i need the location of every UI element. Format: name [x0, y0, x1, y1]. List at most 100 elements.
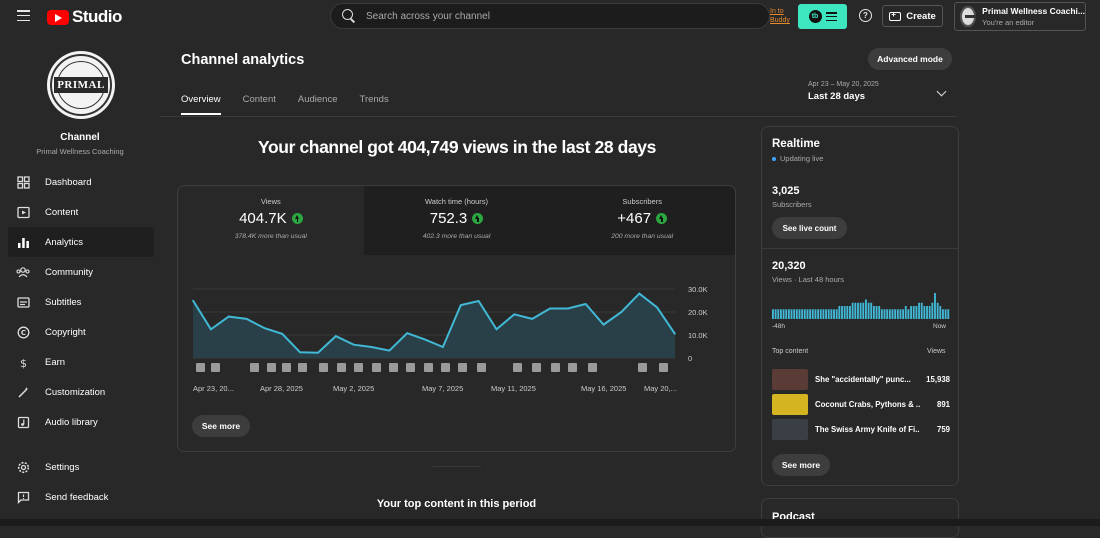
- metric-subscribers[interactable]: Subscribers +467 200 more than usual: [549, 186, 736, 255]
- help-icon[interactable]: ?: [859, 9, 872, 22]
- realtime-bar: [880, 309, 883, 319]
- realtime-bar: [878, 306, 881, 319]
- analytics-icon: [16, 235, 30, 249]
- create-icon: [889, 10, 902, 21]
- chart-point: [620, 311, 623, 313]
- realtime-see-more-button[interactable]: See more: [772, 454, 830, 476]
- channel-name: Primal Wellness Coaching: [36, 147, 124, 156]
- x-tick-label: May 7, 2025: [422, 384, 463, 393]
- sidebar-item-customization[interactable]: Customization: [8, 377, 154, 407]
- chart-point: [442, 346, 444, 348]
- realtime-bar-chart[interactable]: [772, 287, 950, 319]
- chart-point: [388, 349, 391, 352]
- publish-marker: [659, 363, 668, 372]
- tubebuddy-line-2: Buddy: [770, 17, 790, 24]
- realtime-bar: [942, 309, 944, 319]
- chart-point: [477, 300, 480, 302]
- see-more-button[interactable]: See more: [192, 415, 250, 437]
- publish-marker: [282, 363, 291, 372]
- menu-icon[interactable]: [17, 10, 30, 21]
- views-chart[interactable]: 30.0K 20.0K 10.0K 0 Apr 23, 20... Apr 28, 202…: [178, 278, 735, 403]
- subtitles-icon: [16, 295, 30, 309]
- publish-marker: [337, 363, 346, 372]
- studio-logo[interactable]: Studio: [47, 7, 122, 27]
- top-content-label: Top content: [772, 348, 809, 355]
- sidebar-item-settings[interactable]: Settings: [8, 452, 154, 482]
- realtime-bar: [833, 309, 835, 319]
- tubebuddy-button[interactable]: tb: [798, 4, 847, 29]
- realtime-bar: [825, 309, 827, 319]
- top-content-list: She "accidentally" punc... 15,938 Coconu…: [772, 369, 950, 444]
- account-switcher[interactable]: Primal Wellness Coachi... You're an edit…: [954, 2, 1086, 31]
- tubebuddy-link[interactable]: In to Buddy: [770, 7, 790, 25]
- realtime-bar: [777, 309, 780, 319]
- sidebar-item-label: Content: [45, 206, 79, 218]
- see-live-count-button[interactable]: See live count: [772, 217, 847, 239]
- search-icon[interactable]: [342, 9, 356, 23]
- sidebar-item-dashboard[interactable]: Dashboard: [8, 167, 154, 197]
- sidebar-item-earn[interactable]: $ Earn: [8, 347, 154, 377]
- metric-label: Views: [260, 197, 281, 206]
- channel-avatar[interactable]: PRIMAL: [47, 51, 115, 119]
- publish-marker: [458, 363, 467, 372]
- chevron-down-icon[interactable]: [936, 86, 947, 97]
- realtime-bar: [904, 306, 907, 319]
- search-bar[interactable]: [330, 3, 770, 29]
- chart-point: [210, 328, 212, 331]
- y-tick-label: 0: [688, 354, 692, 363]
- tabs-divider: [160, 116, 957, 117]
- metric-comparison: 200 more than usual: [611, 233, 674, 240]
- x-tick-label: May 20,...: [644, 384, 677, 393]
- os-taskbar: [0, 519, 1100, 526]
- publish-marker: [532, 363, 541, 372]
- chart-point: [531, 318, 533, 320]
- list-item[interactable]: She "accidentally" punc... 15,938: [772, 369, 950, 390]
- realtime-subscribers-label: Subscribers: [772, 200, 812, 209]
- sidebar-item-send-feedback[interactable]: Send feedback: [8, 482, 154, 512]
- top-bar: Studio In to Buddy tb ? Create Primal We…: [0, 0, 1100, 33]
- list-item[interactable]: Coconut Crabs, Pythons & ... 891: [772, 394, 950, 415]
- metric-views[interactable]: Views 404.7K 378.4K more than usual: [178, 186, 364, 255]
- sidebar: PRIMAL Channel Primal Wellness Coaching …: [0, 33, 160, 526]
- metric-watch-time[interactable]: Watch time (hours) 752.3 402.3 more than…: [363, 186, 550, 255]
- list-item[interactable]: The Swiss Army Knife of Fi... 759: [772, 419, 950, 440]
- sidebar-item-analytics[interactable]: Analytics: [8, 227, 154, 257]
- sidebar-item-copyright[interactable]: C Copyright: [8, 317, 154, 347]
- realtime-bar: [795, 309, 798, 319]
- realtime-bar: [772, 309, 774, 319]
- tab-content[interactable]: Content: [242, 94, 276, 105]
- realtime-bar: [915, 306, 918, 319]
- realtime-bar: [798, 309, 801, 319]
- realtime-bar: [787, 309, 790, 319]
- realtime-bar: [827, 309, 830, 319]
- overview-card: Views 404.7K 378.4K more than usual Watc…: [177, 185, 736, 452]
- tab-overview[interactable]: Overview: [181, 94, 221, 115]
- publish-marker: [513, 363, 522, 372]
- realtime-bar: [835, 309, 838, 319]
- realtime-bar: [870, 302, 873, 319]
- realtime-bar: [806, 309, 809, 319]
- sidebar-item-subtitles[interactable]: Subtitles: [8, 287, 154, 317]
- sidebar-item-label: Subtitles: [45, 296, 82, 308]
- customization-icon: [16, 385, 30, 399]
- chart-line-views: [192, 292, 676, 354]
- date-range-picker[interactable]: Apr 23 – May 20, 2025 Last 28 days: [808, 81, 879, 102]
- search-input[interactable]: [366, 10, 746, 22]
- realtime-bar: [859, 302, 862, 319]
- realtime-divider: [762, 248, 958, 249]
- advanced-mode-button[interactable]: Advanced mode: [868, 48, 952, 70]
- realtime-bar: [902, 309, 905, 319]
- tab-audience[interactable]: Audience: [297, 94, 338, 105]
- sidebar-item-audio-library[interactable]: Audio library: [8, 407, 154, 437]
- publish-marker: [372, 363, 381, 372]
- realtime-bar: [838, 306, 841, 319]
- tab-trends[interactable]: Trends: [359, 94, 389, 105]
- realtime-card: Realtime Updating live 3,025 Subscribers…: [761, 126, 959, 486]
- metric-comparison: 378.4K more than usual: [234, 233, 307, 240]
- chart-point: [406, 332, 409, 334]
- create-button[interactable]: Create: [882, 5, 943, 27]
- chart-point: [370, 346, 373, 348]
- sidebar-item-community[interactable]: Community: [8, 257, 154, 287]
- chart-point: [513, 313, 516, 316]
- sidebar-item-content[interactable]: Content: [8, 197, 154, 227]
